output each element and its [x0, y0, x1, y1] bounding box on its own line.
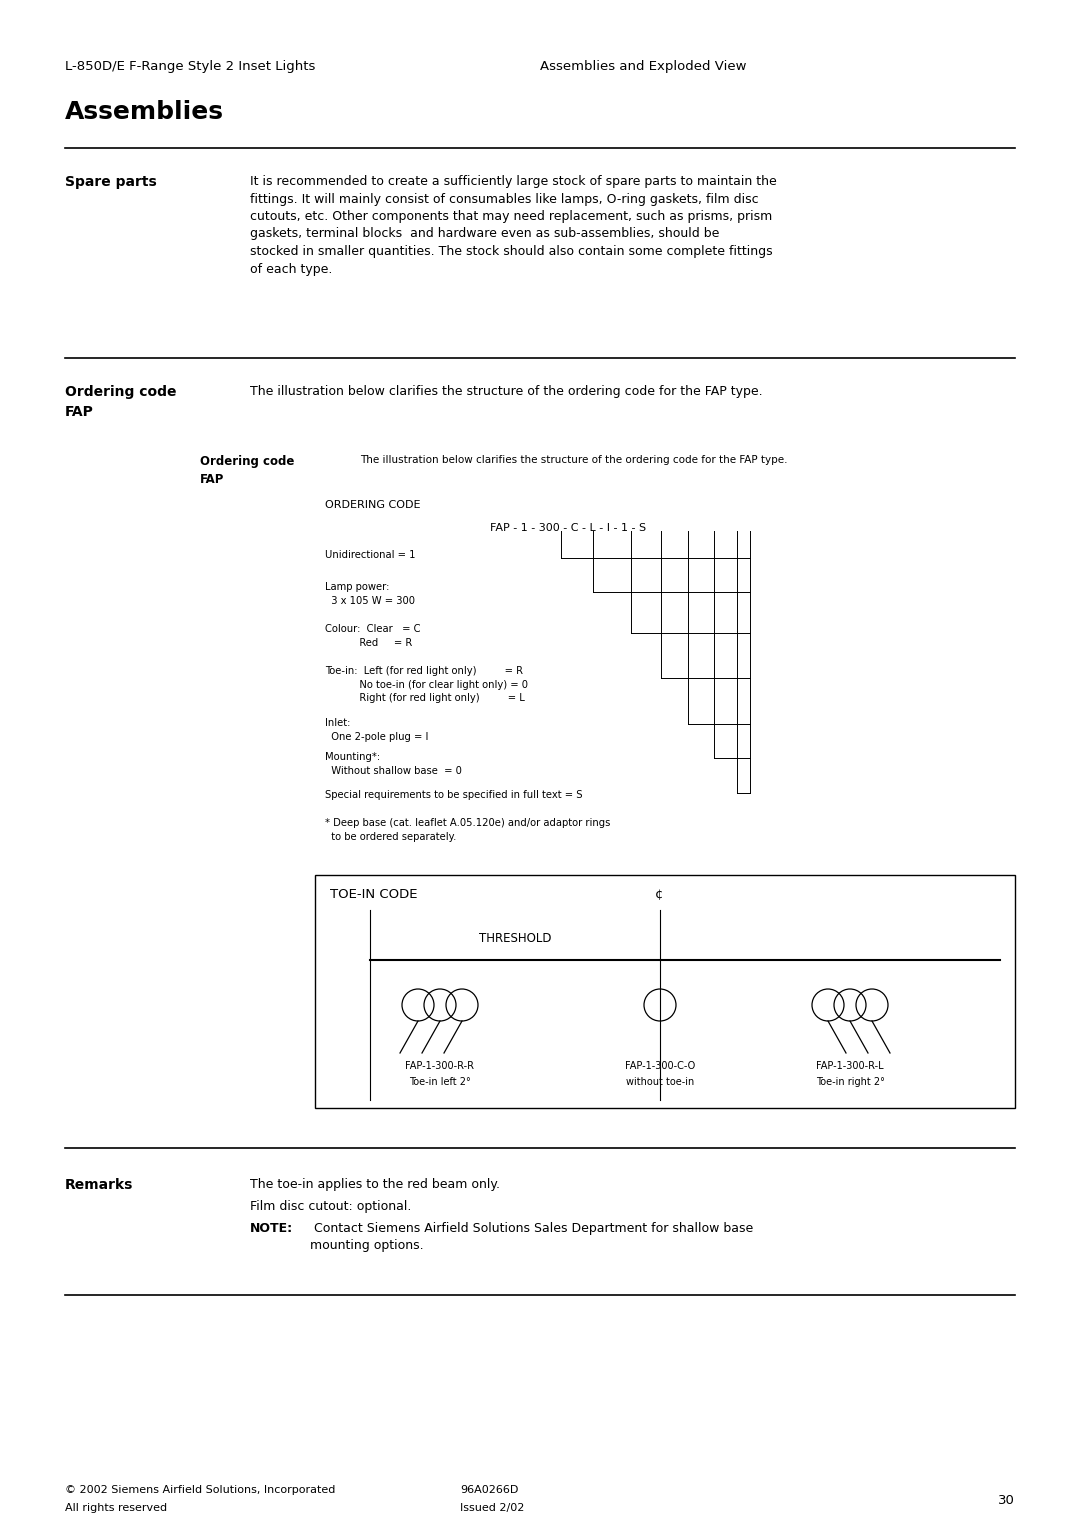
- Text: 96A0266D: 96A0266D: [460, 1485, 518, 1494]
- Text: FAP-1-300-R-R: FAP-1-300-R-R: [405, 1060, 474, 1071]
- Text: Toe-in right 2°: Toe-in right 2°: [815, 1077, 885, 1086]
- Text: Assemblies: Assemblies: [65, 99, 224, 124]
- Text: THRESHOLD: THRESHOLD: [478, 932, 551, 944]
- Text: Inlet:
  One 2-pole plug = I: Inlet: One 2-pole plug = I: [325, 718, 429, 741]
- Text: FAP - 1 - 300 - C - L - I - 1 - S: FAP - 1 - 300 - C - L - I - 1 - S: [490, 523, 646, 533]
- Text: NOTE:: NOTE:: [249, 1222, 293, 1235]
- Text: FAP-1-300-C-O: FAP-1-300-C-O: [625, 1060, 696, 1071]
- Text: L-850D/E F-Range Style 2 Inset Lights: L-850D/E F-Range Style 2 Inset Lights: [65, 60, 315, 73]
- Text: It is recommended to create a sufficiently large stock of spare parts to maintai: It is recommended to create a sufficient…: [249, 176, 777, 275]
- Text: Colour:  Clear   = C
           Red     = R: Colour: Clear = C Red = R: [325, 623, 420, 648]
- Text: The illustration below clarifies the structure of the ordering code for the FAP : The illustration below clarifies the str…: [249, 385, 762, 397]
- Text: without toe-in: without toe-in: [626, 1077, 694, 1086]
- Text: Toe-in left 2°: Toe-in left 2°: [409, 1077, 471, 1086]
- Text: Remarks: Remarks: [65, 1178, 133, 1192]
- Text: ORDERING CODE: ORDERING CODE: [325, 500, 420, 510]
- Text: Special requirements to be specified in full text = S: Special requirements to be specified in …: [325, 790, 582, 801]
- Text: ¢: ¢: [654, 888, 663, 902]
- Text: The illustration below clarifies the structure of the ordering code for the FAP : The illustration below clarifies the str…: [360, 455, 787, 465]
- Text: 30: 30: [998, 1494, 1015, 1507]
- Text: The toe-in applies to the red beam only.: The toe-in applies to the red beam only.: [249, 1178, 500, 1190]
- Text: All rights reserved: All rights reserved: [65, 1504, 167, 1513]
- Text: © 2002 Siemens Airfield Solutions, Incorporated: © 2002 Siemens Airfield Solutions, Incor…: [65, 1485, 336, 1494]
- Text: Mounting*:
  Without shallow base  = 0: Mounting*: Without shallow base = 0: [325, 752, 462, 776]
- Text: Lamp power:
  3 x 105 W = 300: Lamp power: 3 x 105 W = 300: [325, 582, 415, 605]
- Text: FAP-1-300-R-L: FAP-1-300-R-L: [816, 1060, 883, 1071]
- Text: FAP: FAP: [200, 474, 225, 486]
- Text: Assemblies and Exploded View: Assemblies and Exploded View: [540, 60, 746, 73]
- Text: Ordering code: Ordering code: [65, 385, 176, 399]
- Text: * Deep base (cat. leaflet A.05.120e) and/or adaptor rings
  to be ordered separa: * Deep base (cat. leaflet A.05.120e) and…: [325, 817, 610, 842]
- Text: FAP: FAP: [65, 405, 94, 419]
- Text: Ordering code: Ordering code: [200, 455, 295, 468]
- Text: Spare parts: Spare parts: [65, 176, 157, 189]
- Text: Unidirectional = 1: Unidirectional = 1: [325, 550, 416, 559]
- Text: Film disc cutout: optional.: Film disc cutout: optional.: [249, 1199, 411, 1213]
- Text: Contact Siemens Airfield Solutions Sales Department for shallow base
mounting op: Contact Siemens Airfield Solutions Sales…: [310, 1222, 753, 1253]
- Text: TOE-IN CODE: TOE-IN CODE: [330, 888, 418, 902]
- Text: Toe-in:  Left (for red light only)         = R
           No toe-in (for clear l: Toe-in: Left (for red light only) = R No…: [325, 666, 528, 703]
- Text: Issued 2/02: Issued 2/02: [460, 1504, 525, 1513]
- Bar: [315, 876, 1015, 1108]
